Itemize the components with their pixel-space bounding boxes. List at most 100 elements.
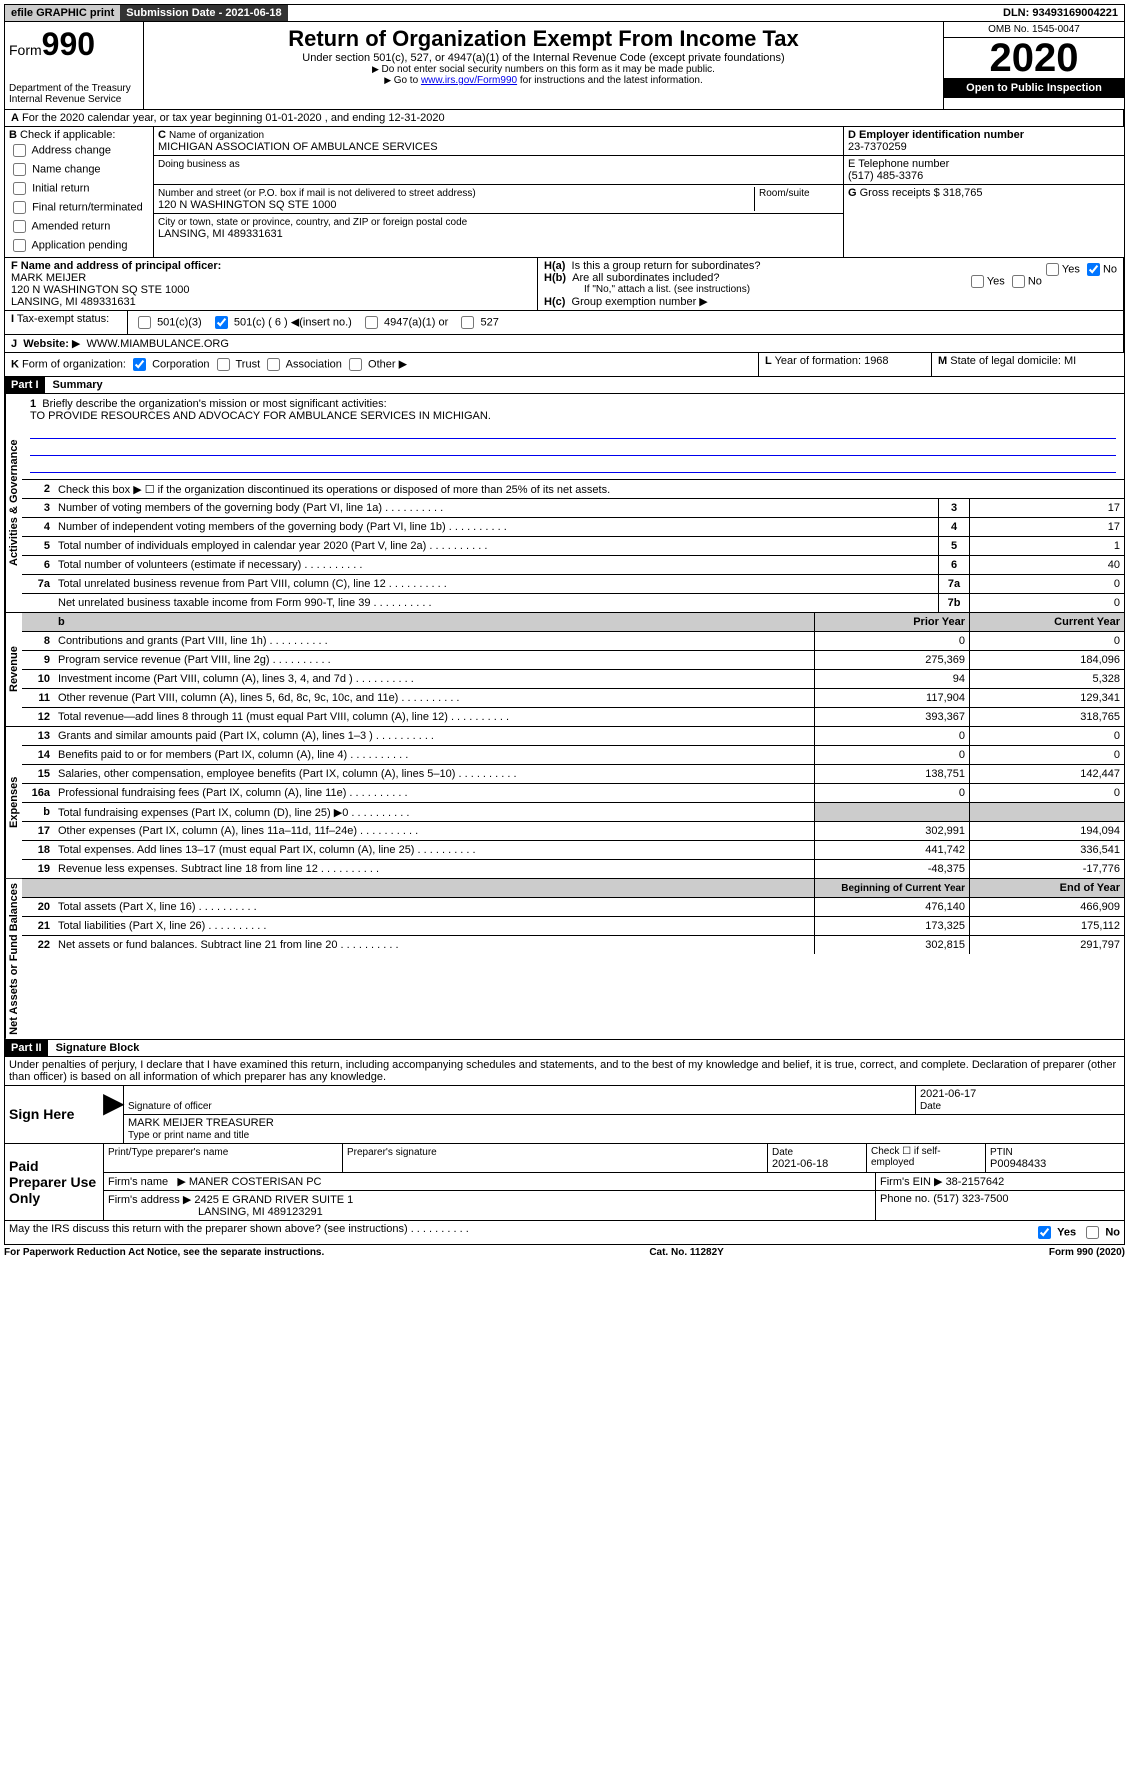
lbl-initial: Initial return [32, 182, 89, 194]
form-org-lbl: Form of organization: [22, 358, 126, 370]
cb-501c3[interactable] [138, 316, 151, 329]
open-public: Open to Public Inspection [944, 78, 1124, 98]
officer-addr2: LANSING, MI 489331631 [11, 296, 136, 308]
tax-year: 2020 [944, 38, 1124, 78]
firm-phone: (517) 323-7500 [933, 1193, 1008, 1205]
discuss-no[interactable] [1086, 1226, 1099, 1239]
form-header: Form990 Department of the Treasury Inter… [4, 22, 1125, 110]
lbl-501c3: 501(c)(3) [157, 316, 202, 328]
org-name-lbl: Name of organization [169, 130, 264, 141]
lbl-name: Name change [32, 163, 101, 175]
line-text: Professional fundraising fees (Part IX, … [56, 786, 814, 800]
current-val: 184,096 [969, 651, 1124, 669]
sig-date-lbl: Date [920, 1101, 941, 1112]
prior-val: 138,751 [814, 765, 969, 783]
prep-date: 2021-06-18 [772, 1158, 828, 1170]
cb-other[interactable] [349, 358, 362, 371]
firm-phone-lbl: Phone no. [880, 1193, 930, 1205]
line-box: 7b [938, 594, 969, 612]
discuss-text: May the IRS discuss this return with the… [9, 1223, 1034, 1242]
part1-title: Summary [45, 379, 103, 391]
cb-trust[interactable] [217, 358, 230, 371]
line2: Check this box ▶ ☐ if the organization d… [56, 482, 1124, 497]
efile-btn[interactable]: efile GRAPHIC print [5, 5, 120, 21]
current-val: 0 [969, 784, 1124, 802]
line-a: For the 2020 calendar year, or tax year … [22, 112, 445, 124]
part1-lbl: Part I [5, 377, 45, 393]
firm-ein-lbl: Firm's EIN [880, 1176, 931, 1188]
firm-addr1: 2425 E GRAND RIVER SUITE 1 [194, 1194, 353, 1206]
cb-name[interactable] [13, 163, 26, 176]
section-revenue: Revenue [5, 613, 22, 726]
firm-name-lbl: Firm's name [108, 1176, 168, 1188]
top-bar: efile GRAPHIC print Submission Date - 20… [4, 4, 1125, 22]
dba-lbl: Doing business as [158, 159, 240, 170]
prior-val: 0 [814, 784, 969, 802]
cb-amended[interactable] [13, 220, 26, 233]
no-lbl2: No [1028, 275, 1042, 287]
website-val: WWW.MIAMBULANCE.ORG [87, 338, 229, 350]
ssn-note: Do not enter social security numbers on … [148, 64, 939, 75]
line-text: Benefits paid to or for members (Part IX… [56, 748, 814, 762]
line-box: 6 [938, 556, 969, 574]
cb-initial[interactable] [13, 182, 26, 195]
line-box: 5 [938, 537, 969, 555]
current-val: 194,094 [969, 822, 1124, 840]
line-text: Net assets or fund balances. Subtract li… [56, 938, 814, 952]
line-text: Total fundraising expenses (Part IX, col… [56, 805, 814, 820]
prior-val: 94 [814, 670, 969, 688]
firm-addr2: LANSING, MI 489123291 [108, 1206, 323, 1218]
ha-yes[interactable] [1046, 263, 1059, 276]
current-val: 5,328 [969, 670, 1124, 688]
line-box: 3 [938, 499, 969, 517]
footer-left: For Paperwork Reduction Act Notice, see … [4, 1247, 324, 1258]
officer-name: MARK MEIJER [11, 272, 86, 284]
form-number: 990 [42, 26, 95, 62]
lbl-other: Other [368, 358, 396, 370]
line-text: Contributions and grants (Part VIII, lin… [56, 634, 814, 648]
goto-post: for instructions and the latest informat… [517, 75, 703, 86]
line-box: 4 [938, 518, 969, 536]
line-text: Total number of volunteers (estimate if … [56, 558, 938, 572]
line-text: Number of voting members of the governin… [56, 501, 938, 515]
line-text: Revenue less expenses. Subtract line 18 … [56, 862, 814, 876]
hb-no[interactable] [1012, 275, 1025, 288]
officer-lbl: F Name and address of principal officer: [11, 260, 221, 272]
line-text: Total revenue—add lines 8 through 11 (mu… [56, 710, 814, 724]
begin-year-hdr: Beginning of Current Year [814, 879, 969, 897]
cb-assoc[interactable] [267, 358, 280, 371]
line-text: Total number of individuals employed in … [56, 539, 938, 553]
cb-501c[interactable] [215, 316, 228, 329]
cb-final[interactable] [13, 201, 26, 214]
discuss-yes[interactable] [1038, 1226, 1051, 1239]
irs-link[interactable]: www.irs.gov/Form990 [421, 75, 517, 86]
prep-name-lbl: Print/Type preparer's name [108, 1147, 228, 1158]
dept-treasury: Department of the Treasury Internal Reve… [9, 83, 139, 105]
ha-no[interactable] [1087, 263, 1100, 276]
current-val: 129,341 [969, 689, 1124, 707]
line-text: Total expenses. Add lines 13–17 (must eq… [56, 843, 814, 857]
firm-name: MANER COSTERISAN PC [189, 1176, 322, 1188]
mission-text: TO PROVIDE RESOURCES AND ADVOCACY FOR AM… [30, 410, 491, 422]
cb-address[interactable] [13, 144, 26, 157]
cb-pending[interactable] [13, 239, 26, 252]
line-text: Investment income (Part VIII, column (A)… [56, 672, 814, 686]
prior-val: 302,991 [814, 822, 969, 840]
prior-val: 117,904 [814, 689, 969, 707]
prior-val: 0 [814, 632, 969, 650]
city-lbl: City or town, state or province, country… [158, 217, 467, 228]
discuss-no-lbl: No [1105, 1226, 1120, 1238]
cb-corp[interactable] [133, 358, 146, 371]
ptin-val: P00948433 [990, 1158, 1046, 1170]
prior-val: 275,369 [814, 651, 969, 669]
prior-val: 173,325 [814, 917, 969, 935]
identity-block: B Check if applicable: Address change Na… [4, 127, 1125, 258]
cb-527[interactable] [461, 316, 474, 329]
hb-yes[interactable] [971, 275, 984, 288]
current-val: 175,112 [969, 917, 1124, 935]
cb-4947[interactable] [365, 316, 378, 329]
dln: DLN: 93493169004221 [997, 5, 1124, 21]
line-text: Number of independent voting members of … [56, 520, 938, 534]
lbl-501c6: 501(c) ( 6 ) [234, 316, 288, 328]
lbl-trust: Trust [235, 358, 260, 370]
